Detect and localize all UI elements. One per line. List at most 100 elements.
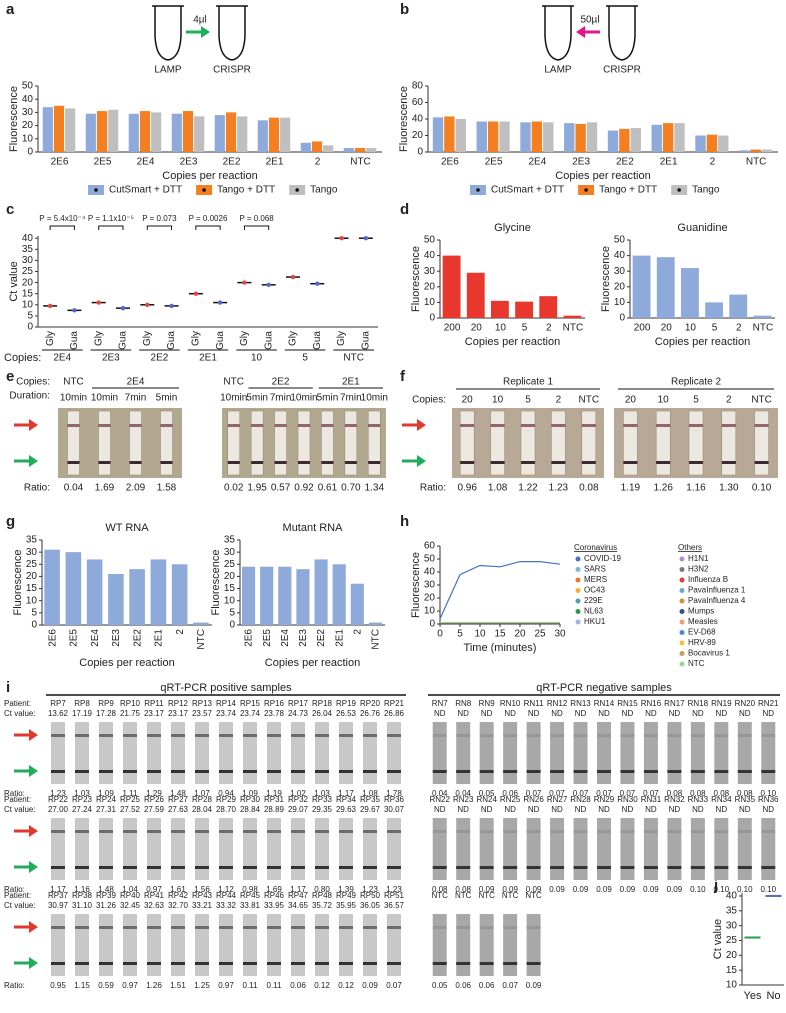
y-tick-label: 25 bbox=[22, 266, 34, 277]
ct-value: 33.81 bbox=[240, 901, 261, 910]
legend-title: Coronavirus bbox=[574, 543, 617, 552]
control-band bbox=[689, 461, 703, 464]
x-tick-label: 10 bbox=[474, 629, 486, 640]
sample-id: RP51 bbox=[384, 891, 405, 900]
x-tick-label: 200 bbox=[444, 323, 461, 334]
x-tick-label: 30 bbox=[554, 629, 566, 640]
control-band bbox=[75, 770, 89, 773]
control-band bbox=[243, 962, 257, 965]
y-tick-label: 35 bbox=[224, 535, 236, 546]
y-tick-label: 15 bbox=[22, 288, 34, 299]
ratio-label: 0.97 bbox=[218, 981, 234, 990]
duration-label: 5min bbox=[317, 393, 339, 404]
ratio-label: 1.04 bbox=[122, 885, 138, 894]
sample-id: RN11 bbox=[524, 699, 544, 708]
ratio-label: 0.04 bbox=[64, 483, 84, 494]
ratio-label: 0.94 bbox=[218, 789, 234, 798]
test-strip bbox=[623, 410, 638, 476]
ct-value: 29.63 bbox=[336, 805, 357, 814]
test-band bbox=[267, 830, 281, 833]
panel-letter: g bbox=[6, 513, 15, 530]
control-band bbox=[123, 770, 137, 773]
ct-value: 32.63 bbox=[144, 901, 165, 910]
control-band bbox=[67, 461, 80, 464]
copies-label: NTC bbox=[579, 395, 600, 406]
y-tick-label: 20 bbox=[412, 130, 424, 141]
test-strip bbox=[195, 722, 209, 784]
ct-value: ND bbox=[762, 709, 774, 718]
test-band bbox=[690, 734, 705, 737]
y-tick-label: 10 bbox=[424, 606, 436, 617]
ct-value: ND bbox=[622, 805, 634, 814]
panel-letter: d bbox=[400, 201, 409, 218]
y-tick-label: 30 bbox=[22, 255, 34, 266]
ct-value: 23.78 bbox=[264, 709, 285, 718]
control-band bbox=[339, 770, 353, 773]
replicate-title: Replicate 2 bbox=[671, 377, 721, 388]
row-title: Ratio: bbox=[4, 981, 25, 990]
legend-label: 229E bbox=[584, 596, 603, 605]
test-band bbox=[219, 830, 233, 833]
test-band bbox=[75, 734, 89, 737]
ct-value: ND bbox=[575, 805, 587, 814]
bar bbox=[651, 124, 662, 152]
test-band bbox=[147, 926, 161, 929]
ratio-label: 0.10 bbox=[737, 885, 753, 894]
legend-marker bbox=[679, 651, 685, 656]
test-strip bbox=[243, 722, 257, 784]
median-point bbox=[363, 236, 369, 241]
ratio-label: 0.10 bbox=[760, 789, 776, 798]
ct-value: ND bbox=[716, 709, 728, 718]
control-band bbox=[227, 461, 240, 464]
sample-id: RN19 bbox=[711, 699, 732, 708]
significance-bracket bbox=[98, 225, 124, 230]
test-strip bbox=[171, 722, 185, 784]
test-band bbox=[123, 734, 137, 737]
sample-id: RN27 bbox=[547, 795, 568, 804]
p-value: P = 0.0026 bbox=[189, 214, 228, 223]
test-strip bbox=[75, 818, 89, 880]
bar bbox=[586, 122, 598, 152]
test-strip bbox=[171, 914, 185, 976]
ct-value: ND bbox=[739, 805, 751, 814]
legend-marker bbox=[679, 588, 685, 593]
test-band bbox=[432, 926, 447, 929]
x-tick-label: 2E2 bbox=[316, 629, 327, 647]
sample-id: RP14 bbox=[216, 699, 237, 708]
ratio-label: 1.19 bbox=[266, 789, 282, 798]
test-strip bbox=[99, 722, 113, 784]
test-band bbox=[123, 926, 137, 929]
x-tick-label: 10 bbox=[685, 323, 697, 334]
test-band bbox=[456, 926, 471, 929]
source-label: LAMP bbox=[544, 65, 572, 76]
test-strip bbox=[147, 914, 161, 976]
y-tick-label: 60 bbox=[424, 541, 436, 552]
ct-value: ND bbox=[528, 805, 540, 814]
test-strip bbox=[227, 410, 240, 476]
y-tick-label: 30 bbox=[424, 266, 436, 277]
median-point bbox=[47, 303, 53, 309]
legend-dot bbox=[677, 188, 681, 192]
bar bbox=[531, 121, 543, 152]
y-tick-label: 20 bbox=[224, 571, 236, 582]
test-strip bbox=[456, 722, 471, 784]
duration-label: 7min bbox=[340, 393, 362, 404]
ratio-label: 1.09 bbox=[242, 789, 258, 798]
ratio-label: 1.48 bbox=[170, 789, 186, 798]
ratio-label: 0.10 bbox=[690, 885, 706, 894]
control-band bbox=[754, 461, 769, 464]
ratio-label: 1.26 bbox=[653, 483, 673, 494]
y-tick-label: 10 bbox=[22, 299, 34, 310]
sample-id: RP15 bbox=[240, 699, 261, 708]
y-tick-label: 50 bbox=[424, 554, 436, 565]
sample-id: RP27 bbox=[168, 795, 189, 804]
y-axis-title: Fluorescence bbox=[600, 246, 612, 312]
sample-id: RN28 bbox=[570, 795, 591, 804]
ct-value: ND bbox=[504, 709, 516, 718]
sample-id: RP25 bbox=[120, 795, 141, 804]
control-band bbox=[521, 461, 535, 464]
x-tick-label: NTC bbox=[746, 157, 767, 168]
test-strip bbox=[714, 722, 729, 784]
target-label: CRISPR bbox=[603, 65, 641, 76]
test-band bbox=[227, 424, 240, 427]
